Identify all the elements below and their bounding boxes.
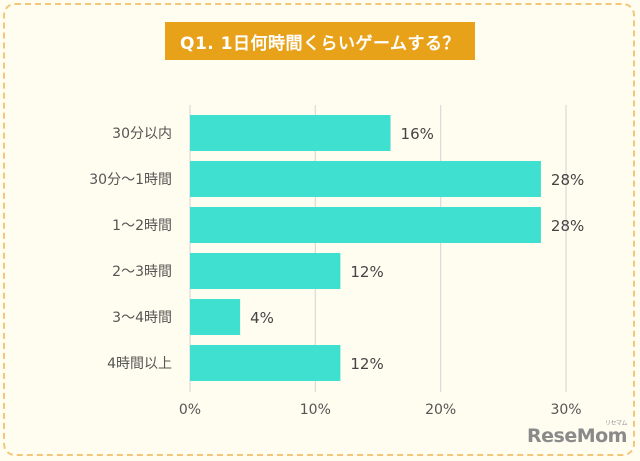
bar [190,345,341,381]
x-tick-labels: 0% 10% 20% 30% [179,402,582,418]
value-label: 28% [551,217,584,235]
x-tick-label: 10% [300,402,331,418]
category-label: 30分～1時間 [89,172,172,188]
bar [190,161,541,197]
category-label: 30分以内 [112,126,172,142]
chart-title: Q1. 1日何時間くらいゲームする？ [165,22,475,60]
value-label: 28% [551,171,584,189]
value-label: 12% [350,263,383,281]
value-label: 16% [401,125,434,143]
x-tick-label: 20% [425,402,456,418]
x-tick-label: 0% [179,402,201,418]
bar [190,299,241,335]
value-label: 4% [250,309,274,327]
category-label: 2～3時間 [112,264,172,280]
bar [190,253,341,289]
grid-lines [189,105,567,392]
logo-text: ReseMom [527,425,627,447]
logo-small-text: リセマム [604,420,628,427]
value-label: 12% [350,355,383,373]
value-labels: 16% 28% 28% 12% 4% 12% [250,125,584,373]
category-label: 1～2時間 [112,218,172,234]
category-label: 4時間以上 [107,356,172,372]
x-tick-label: 30% [550,402,581,418]
bars [190,115,541,381]
bar [190,207,541,243]
bar [190,115,391,151]
category-labels: 30分以内 30分～1時間 1～2時間 2～3時間 3～4時間 4時間以上 [89,126,172,372]
category-label: 3～4時間 [112,310,172,326]
resemom-logo: ReseMom リセマム [527,420,627,449]
